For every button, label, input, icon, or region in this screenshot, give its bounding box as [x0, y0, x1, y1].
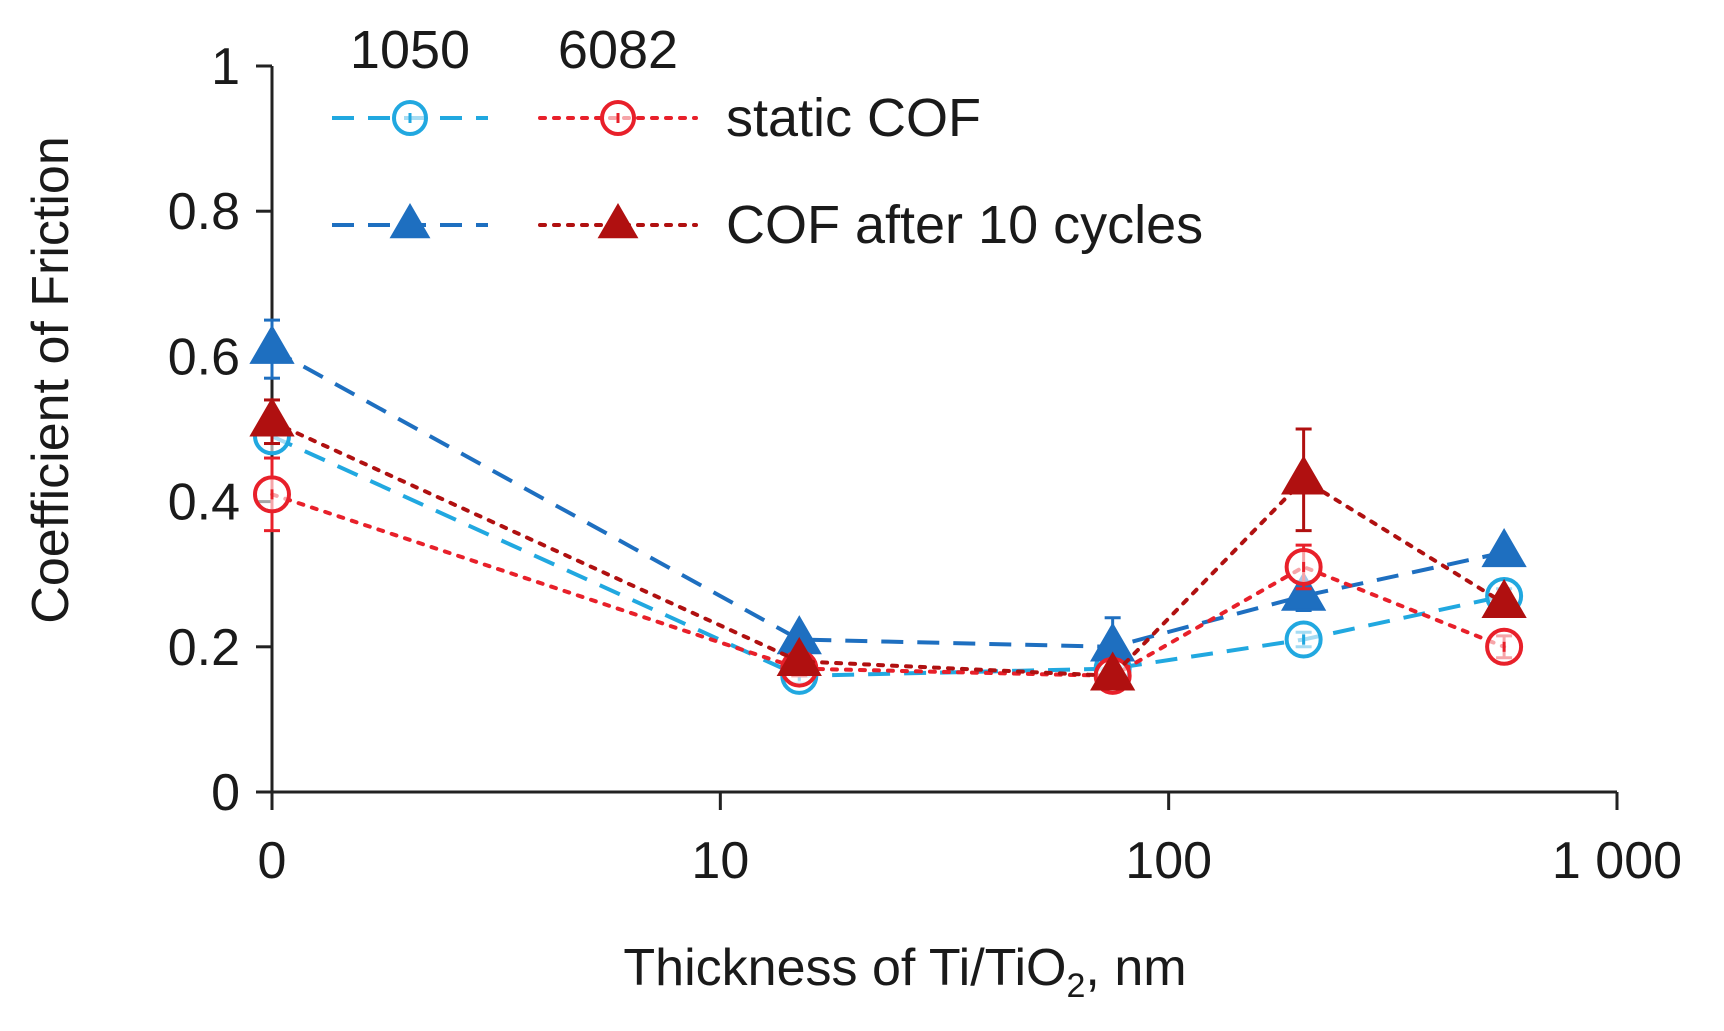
x-axis-label-main: Thickness of Ti/TiO	[623, 939, 1066, 997]
y-axis-ticks: 0 0.2 0.4 0.6 0.8 1	[168, 38, 272, 822]
legend-marker	[597, 202, 639, 239]
series-line	[271, 434, 1505, 678]
x-axis-label: Thickness of Ti/TiO2, nm	[623, 939, 1186, 1005]
legend-col-header: 6082	[558, 20, 678, 80]
legend: 1050 6082 static COF COF after 10 cycles	[332, 20, 1203, 255]
series-1050-static	[253, 417, 1524, 695]
data-point	[249, 397, 295, 437]
data-point	[1280, 571, 1327, 611]
y-tick-label: 1	[211, 38, 240, 96]
data-point	[1090, 651, 1136, 691]
y-tick-label: 0.2	[168, 619, 240, 677]
series-6082-cycles	[249, 397, 1527, 691]
x-tick-label: 1 000	[1552, 832, 1682, 890]
y-tick-label: 0	[211, 764, 240, 822]
data-point	[249, 324, 295, 364]
series-layer	[249, 318, 1527, 695]
x-axis-label-tail: , nm	[1085, 939, 1186, 997]
y-tick-label: 0.8	[168, 183, 240, 241]
legend-row-label: static COF	[726, 88, 981, 148]
legend-marker	[389, 202, 431, 239]
data-point	[1481, 528, 1527, 568]
series-line	[270, 419, 1507, 678]
y-axis-label: Coefficient of Friction	[22, 136, 80, 623]
y-tick-label: 0.6	[168, 328, 240, 386]
legend-col-header: 1050	[350, 20, 470, 80]
x-axis-label-sub: 2	[1067, 967, 1086, 1005]
data-point	[776, 636, 822, 677]
x-tick-label: 100	[1125, 832, 1212, 890]
data-point	[1481, 578, 1527, 618]
x-axis-ticks: 0 10 100 1 000	[258, 792, 1682, 890]
axes	[270, 66, 1617, 794]
x-tick-label: 0	[258, 832, 287, 890]
x-tick-label: 10	[691, 832, 749, 890]
legend-row-label: COF after 10 cycles	[726, 195, 1203, 255]
y-tick-label: 0.4	[168, 474, 240, 532]
series-6082-static	[253, 456, 1524, 695]
data-point	[1280, 455, 1327, 495]
